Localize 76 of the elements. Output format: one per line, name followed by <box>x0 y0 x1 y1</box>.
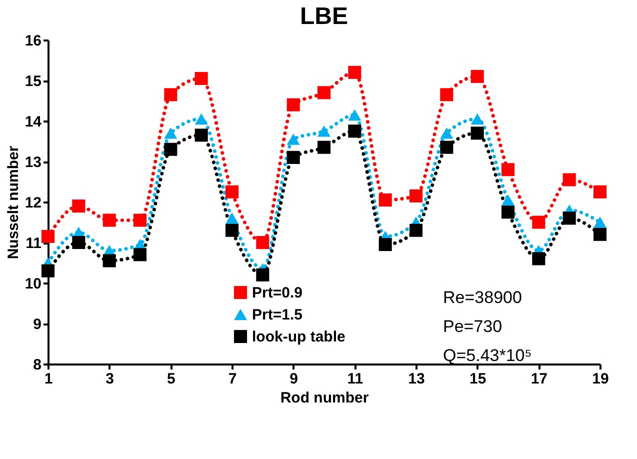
point <box>378 238 392 252</box>
x-tick-label: 3 <box>106 370 114 388</box>
x-tick-label: 9 <box>290 370 298 388</box>
point <box>72 200 86 213</box>
x-tick-label: 5 <box>166 370 176 388</box>
legend-label: Prt=1.5 <box>252 306 302 324</box>
point <box>378 193 392 206</box>
x-tick-label: 11 <box>347 370 364 388</box>
point <box>194 128 208 142</box>
point <box>41 264 55 278</box>
y-tick-label: 15 <box>24 73 42 90</box>
point <box>317 125 331 137</box>
legend-label: look-up table <box>252 328 346 346</box>
point <box>225 185 239 198</box>
point <box>72 236 86 250</box>
annotation: Q=5.43*10⁵ <box>443 346 532 365</box>
point <box>409 224 423 237</box>
point <box>348 66 362 79</box>
point <box>317 140 331 154</box>
x-tick-label: 17 <box>530 370 548 388</box>
annotation: Pe=730 <box>443 317 502 336</box>
point <box>194 72 208 85</box>
point <box>440 128 454 139</box>
x-tick-label: 13 <box>408 370 425 388</box>
y-tick-label: 16 <box>24 32 42 50</box>
point <box>440 88 454 102</box>
point <box>532 216 546 229</box>
point <box>440 140 454 154</box>
x-tick-label: 15 <box>469 370 486 388</box>
y-axis-title: Nusselt number <box>4 146 22 260</box>
x-tick-label: 1 <box>44 370 53 388</box>
point <box>133 214 147 227</box>
x-tick-label: 19 <box>592 370 609 388</box>
point <box>593 216 607 228</box>
point <box>562 173 576 186</box>
point <box>286 150 300 164</box>
point <box>133 248 147 262</box>
point <box>470 126 484 140</box>
y-tick-label: 11 <box>26 235 42 252</box>
point <box>194 113 208 125</box>
x-tick-label: 7 <box>228 370 237 388</box>
annotation: Re=38900 <box>443 288 522 307</box>
y-tick-label: 14 <box>24 114 42 130</box>
y-tick-label: 8 <box>33 356 42 374</box>
chart-title: LBE <box>300 3 348 30</box>
point <box>470 70 484 83</box>
point <box>41 230 55 243</box>
y-tick-label: 12 <box>24 194 42 212</box>
point <box>286 134 300 145</box>
point <box>593 185 607 198</box>
point <box>164 142 178 156</box>
point <box>102 254 116 268</box>
point <box>225 224 239 237</box>
point <box>225 212 239 224</box>
point <box>317 86 331 100</box>
y-tick-label: 10 <box>24 276 42 292</box>
legend-label: Prt=0.9 <box>252 284 302 302</box>
y-tick-label: 13 <box>24 154 42 171</box>
point <box>470 113 484 125</box>
point <box>256 236 270 250</box>
point <box>501 163 515 176</box>
point <box>256 268 270 282</box>
point <box>286 98 300 112</box>
point <box>532 252 546 266</box>
point <box>348 124 362 138</box>
point <box>562 212 576 225</box>
y-tick-label: 9 <box>33 316 42 333</box>
point <box>348 109 362 121</box>
x-axis-title: Rod number <box>280 390 369 406</box>
point <box>102 214 116 227</box>
point <box>501 194 515 206</box>
point <box>501 206 515 219</box>
point <box>164 88 178 102</box>
point <box>593 228 607 241</box>
point <box>409 189 423 202</box>
point <box>164 128 178 139</box>
